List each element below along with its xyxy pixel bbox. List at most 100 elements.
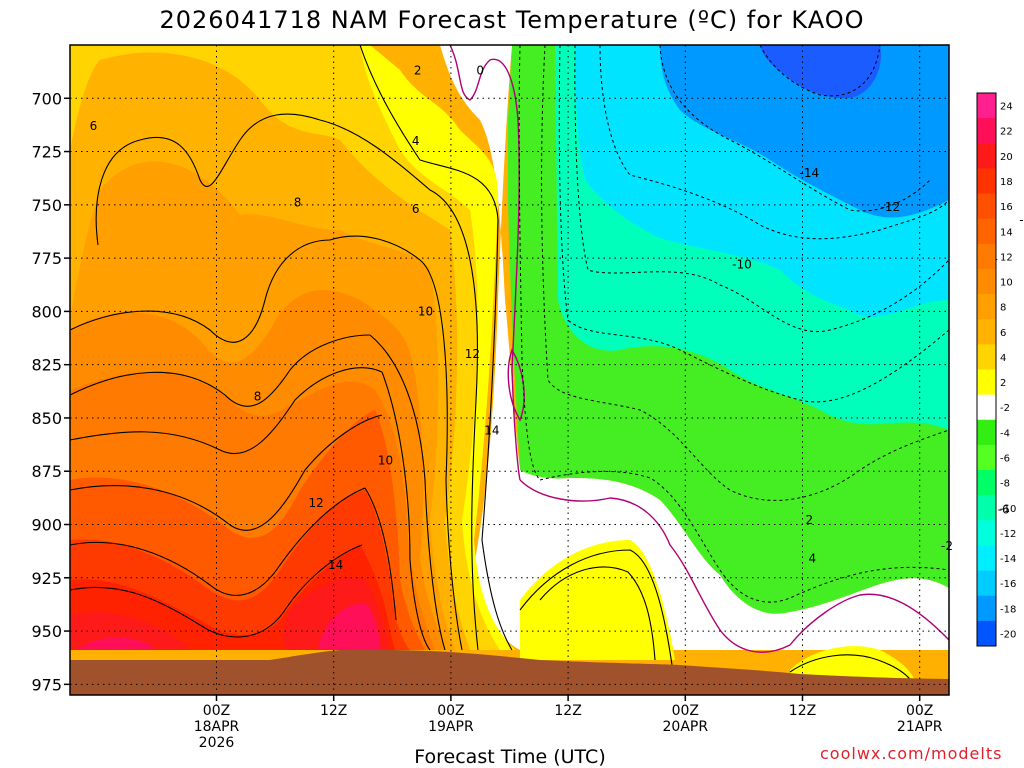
colorbar-label: 16 bbox=[1000, 202, 1013, 213]
colorbar-swatch bbox=[977, 319, 996, 345]
colorbar-label: 24 bbox=[1000, 102, 1013, 113]
colorbar-swatch bbox=[977, 545, 996, 572]
colorbar-frame bbox=[976, 92, 997, 647]
colorbar-label: 2 bbox=[1000, 378, 1006, 389]
contour-line bbox=[70, 414, 383, 531]
y-tick-label: 875 bbox=[31, 462, 62, 481]
contour-line bbox=[364, 487, 397, 621]
y-tick-label: 725 bbox=[31, 143, 62, 162]
x-axis-label: Forecast Time (UTC) bbox=[414, 746, 606, 768]
contour-label: -10 bbox=[732, 258, 752, 272]
contour-line bbox=[70, 544, 363, 638]
colorbar-swatch bbox=[977, 595, 996, 622]
site-credit: coolwx.com/modelts bbox=[820, 744, 1003, 763]
colorbar-swatch bbox=[977, 419, 996, 446]
y-tick-label: 925 bbox=[31, 569, 62, 588]
contour-label: 14 bbox=[328, 558, 343, 572]
colorbar-swatch bbox=[977, 93, 996, 119]
contour-dashed bbox=[759, 45, 881, 97]
colorbar-label: -14 bbox=[1000, 554, 1016, 565]
contour-label: -14 bbox=[800, 166, 820, 180]
band-cold-deep bbox=[760, 45, 881, 99]
contour-label: 6 bbox=[90, 119, 98, 133]
y-tick-label: 700 bbox=[31, 89, 62, 108]
y-tick-label: 850 bbox=[31, 409, 62, 428]
contour-line bbox=[319, 119, 479, 651]
x-tick-label: 00Z bbox=[437, 703, 464, 719]
colorbar-label: -2 bbox=[1000, 403, 1010, 414]
colorbar-label: -10 bbox=[1000, 504, 1016, 515]
plot-frame bbox=[69, 44, 950, 696]
colorbar-label: -18 bbox=[1000, 604, 1016, 615]
y-tick-label: 975 bbox=[31, 675, 62, 694]
colorbar-label: 4 bbox=[1000, 353, 1006, 364]
colorbar-swatch bbox=[977, 620, 996, 647]
colorbar-swatch bbox=[977, 218, 996, 245]
contour-line bbox=[95, 113, 321, 246]
y-tick-label: 750 bbox=[31, 196, 62, 215]
colorbar-swatch bbox=[977, 243, 996, 270]
x-tick-label: 00Z bbox=[906, 703, 933, 719]
colorbar-label: 8 bbox=[1000, 303, 1006, 314]
colorbar-swatch bbox=[977, 444, 996, 471]
contour-label: 12 bbox=[308, 496, 323, 510]
contour-label: 0 bbox=[476, 64, 484, 78]
y-tick-label: 775 bbox=[31, 249, 62, 268]
band-cold-blue bbox=[660, 45, 949, 218]
contour-line bbox=[359, 45, 513, 651]
colorbar-label: -8 bbox=[1000, 479, 1010, 490]
colorbar-swatch bbox=[977, 294, 996, 320]
x-tick-label: 19APR bbox=[428, 719, 474, 735]
contour-line bbox=[70, 487, 366, 596]
contour-zero bbox=[507, 348, 525, 422]
contour-line bbox=[369, 334, 446, 651]
x-tick-label: 20APR bbox=[663, 719, 709, 735]
contour-label: 10 bbox=[378, 454, 393, 468]
y-tick-label: 950 bbox=[31, 622, 62, 641]
contour-dashed bbox=[558, 45, 949, 403]
contour-label: 10 bbox=[418, 304, 433, 318]
colorbar-swatch bbox=[977, 168, 996, 195]
contour-label: 2 bbox=[806, 513, 814, 527]
contour-label: 8 bbox=[254, 390, 262, 404]
colorbar-label: -4 bbox=[1000, 428, 1010, 439]
y-tick-label: 800 bbox=[31, 302, 62, 321]
contour-line bbox=[70, 334, 371, 407]
contour-label: 4 bbox=[412, 134, 420, 148]
band-secondary-yellow bbox=[520, 540, 915, 680]
contour-label: 14 bbox=[484, 424, 499, 438]
colorbar-label: 6 bbox=[1000, 328, 1006, 339]
contour-dashed bbox=[518, 45, 541, 481]
colorbar-swatch bbox=[977, 369, 996, 396]
contour-line bbox=[329, 235, 463, 651]
colorbar-swatch bbox=[977, 118, 996, 144]
contour-line bbox=[519, 549, 673, 666]
contour-label: 4 bbox=[808, 552, 816, 566]
contour-label: 6 bbox=[412, 202, 420, 216]
contour-line bbox=[70, 239, 331, 343]
band-plus22 bbox=[75, 604, 380, 650]
colorbar-swatch bbox=[977, 394, 996, 421]
contour-dashed bbox=[659, 45, 931, 212]
band-near-zero bbox=[440, 45, 949, 650]
contour-label: 12 bbox=[465, 347, 480, 361]
contour-line bbox=[789, 654, 913, 683]
contour-label: 8 bbox=[294, 196, 302, 210]
x-tick-label: 12Z bbox=[554, 703, 581, 719]
x-tick-label: 18APR bbox=[194, 719, 240, 735]
x-tick-label: 00Z bbox=[672, 703, 699, 719]
contour-line bbox=[539, 566, 656, 661]
terrain bbox=[70, 649, 949, 695]
contour-dashed bbox=[599, 45, 949, 240]
contour-dashed bbox=[539, 470, 949, 603]
contour-label: -2 bbox=[941, 539, 953, 553]
y-tick-label: 825 bbox=[31, 356, 62, 375]
colorbar-label: 18 bbox=[1000, 177, 1013, 188]
colorbar-label: 12 bbox=[1000, 252, 1013, 263]
contour-line bbox=[381, 371, 431, 651]
colorbar-label: -12 bbox=[1000, 529, 1016, 540]
band-plus20 bbox=[70, 577, 388, 650]
colorbar-swatch bbox=[977, 344, 996, 370]
x-tick-label: 12Z bbox=[789, 703, 816, 719]
